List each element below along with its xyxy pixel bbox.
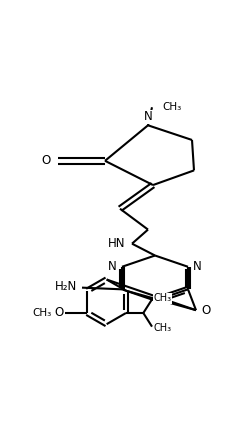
Text: O: O [41, 154, 51, 167]
Text: CH₃: CH₃ [162, 102, 181, 112]
Text: CH₃: CH₃ [153, 293, 171, 303]
Text: N: N [193, 260, 202, 273]
Text: HN: HN [108, 237, 126, 250]
Text: O: O [55, 307, 64, 319]
Text: N: N [108, 260, 117, 273]
Text: N: N [144, 110, 152, 123]
Text: O: O [201, 304, 210, 317]
Text: H₂N: H₂N [55, 280, 77, 293]
Text: CH₃: CH₃ [153, 323, 171, 333]
Text: CH₃: CH₃ [32, 308, 51, 318]
